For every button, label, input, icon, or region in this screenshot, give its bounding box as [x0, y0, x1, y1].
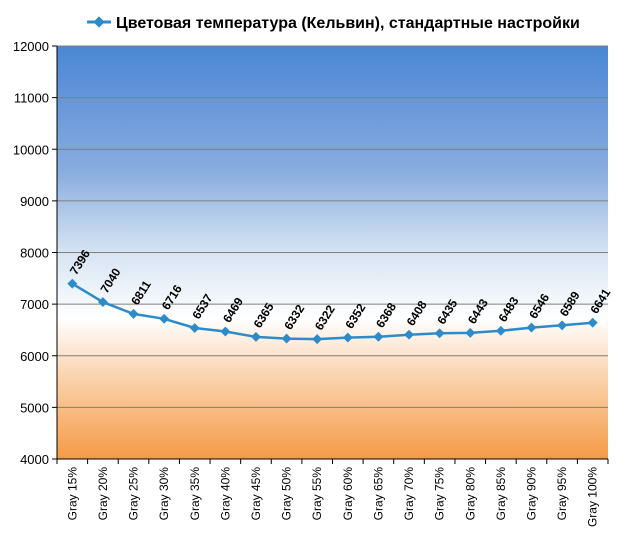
- y-tick-label: 6000: [20, 349, 49, 364]
- data-point: [526, 322, 537, 333]
- y-tick-label: 11000: [14, 91, 49, 106]
- x-tick-label: Gray 40%: [218, 467, 232, 521]
- data-point: [465, 327, 476, 338]
- x-tick-label: Gray 90%: [524, 467, 538, 521]
- data-point: [251, 331, 261, 342]
- x-tick-label: Gray 80%: [463, 467, 477, 521]
- data-point: [434, 328, 445, 339]
- data-point: [495, 325, 506, 336]
- legend-marker: [93, 16, 105, 28]
- y-axis-ticks: 4000 5000 6000 7000 8000 9000 10000 11000 12000: [13, 39, 49, 467]
- x-tick-label: Gray 35%: [188, 467, 202, 521]
- legend: Цветовая температура (Кельвин), стандарт…: [87, 15, 580, 32]
- x-tick-label: Gray 60%: [341, 467, 355, 521]
- axes: [52, 45, 609, 464]
- y-tick-label: 5000: [20, 400, 49, 415]
- x-axis-ticks: Gray 15% Gray 20% Gray 25% Gray 30% Gray 35%…: [65, 467, 599, 527]
- data-point: [128, 308, 139, 319]
- y-tick-label: 9000: [20, 194, 49, 209]
- x-tick-label: Gray 50%: [280, 467, 294, 521]
- y-tick-label: 8000: [20, 246, 49, 261]
- x-tick-label: Gray 15%: [65, 467, 79, 521]
- data-point: [220, 326, 231, 337]
- x-tick-label: Gray 75%: [433, 467, 447, 521]
- data-point: [373, 331, 384, 342]
- x-tick-label: Gray 95%: [555, 467, 569, 521]
- data-point: [557, 320, 568, 331]
- x-tick-label: Gray 70%: [402, 467, 416, 521]
- x-tick-label: Gray 100%: [586, 467, 600, 527]
- data-point: [587, 317, 598, 328]
- data-point: [312, 334, 323, 345]
- series-line-path: [71, 282, 593, 341]
- data-point: [404, 329, 414, 340]
- x-tick-label: Gray 55%: [310, 467, 324, 521]
- y-tick-label: 12000: [13, 39, 49, 54]
- x-tick-label: Gray 30%: [157, 467, 171, 521]
- y-tick-label: 4000: [20, 452, 49, 467]
- grid-lines: [57, 45, 608, 408]
- data-point: [342, 332, 353, 343]
- y-tick-label: 10000: [13, 142, 49, 157]
- x-tick-label: Gray 85%: [494, 467, 508, 521]
- x-tick-label: Gray 20%: [96, 467, 110, 521]
- data-point: [281, 333, 292, 344]
- legend-label: Цветовая температура (Кельвин), стандарт…: [116, 15, 580, 32]
- x-tick-label: Gray 25%: [127, 467, 141, 521]
- x-tick-label: Gray 65%: [371, 467, 385, 521]
- x-tick-label: Gray 45%: [249, 467, 263, 521]
- series-line: [67, 278, 598, 345]
- y-tick-label: 7000: [20, 297, 49, 312]
- data-point: [189, 323, 200, 333]
- data-point: [159, 313, 170, 324]
